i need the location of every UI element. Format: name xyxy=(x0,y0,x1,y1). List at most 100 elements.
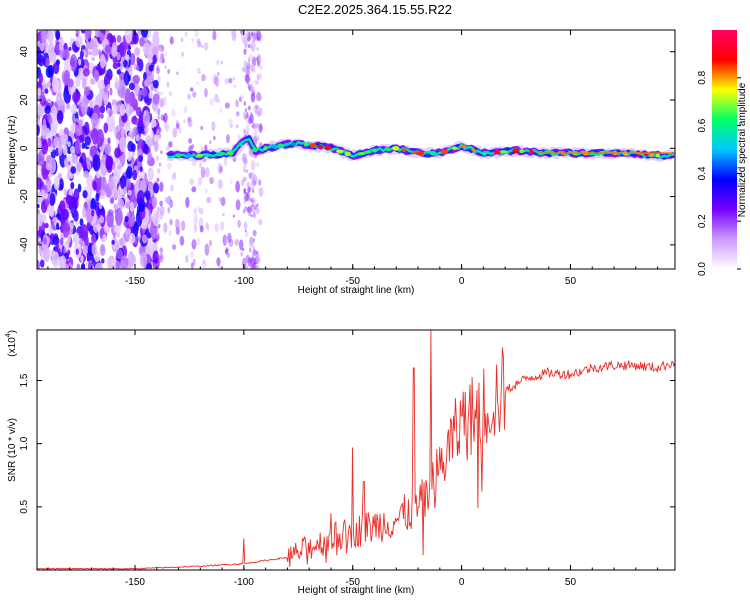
spectrogram-speckle xyxy=(189,251,195,258)
spectrogram-speckle xyxy=(109,87,113,96)
spectrogram-speckle xyxy=(160,113,164,121)
spectrogram-speckle xyxy=(50,119,58,133)
spectrogram-speckle xyxy=(120,128,125,137)
spectrogram-speckle xyxy=(156,143,160,147)
spectrogram-speckle xyxy=(148,169,155,180)
spectrogram-speckle xyxy=(247,83,251,90)
spectrogram-speckle xyxy=(135,134,140,142)
spectrogram-speckle xyxy=(112,103,118,115)
spectrogram-speckle xyxy=(127,251,135,268)
spectrogram-speckle xyxy=(103,73,111,88)
spectrogram-speckle xyxy=(46,80,52,88)
spectrogram-speckle xyxy=(94,30,101,38)
spectrogram-speckle xyxy=(212,30,217,41)
spectrogram-speckle xyxy=(44,222,49,229)
spectrogram-speckle xyxy=(244,192,249,202)
spectrogram-speckle xyxy=(76,161,82,172)
spectrogram-speckle xyxy=(247,44,251,48)
snr-x-tick-label: -50 xyxy=(346,577,361,588)
spectrogram-speckle xyxy=(242,247,245,252)
spectrogram-x-ticks: -150 -100 -50 0 50 xyxy=(47,30,659,287)
spectrogram-speckle xyxy=(138,115,144,127)
spectrogram-speckle xyxy=(58,255,67,269)
spectrogram-speckle xyxy=(42,118,47,127)
spectrogram-speckle xyxy=(246,76,251,82)
spectrogram-speckle xyxy=(193,214,198,225)
spectrogram-speckle xyxy=(204,41,209,51)
spectrogram-speckle xyxy=(243,60,248,68)
spectrogram-speckle xyxy=(129,201,135,213)
spectrogram-speckle xyxy=(136,48,140,53)
spectrogram-speckle xyxy=(256,73,260,81)
spectrogram-speckle xyxy=(63,48,70,60)
spectrogram-speckle xyxy=(80,263,86,269)
spectrogram-y-ticks: -40 -20 0 20 40 xyxy=(19,46,675,252)
spectrogram-speckle xyxy=(157,114,160,121)
spectrogram-speckle xyxy=(140,179,147,193)
spectrogram-speckle xyxy=(123,70,130,86)
spectrogram-ridge-peak xyxy=(440,149,449,154)
spectrogram-speckle xyxy=(234,238,239,246)
spectrogram-speckle xyxy=(112,62,119,70)
spectrogram-speckle xyxy=(152,79,159,89)
spectrogram-speckle xyxy=(243,187,247,195)
snr-y-tick-label: 0.5 xyxy=(19,499,30,513)
spectrogram-speckle xyxy=(258,187,264,197)
spectrogram-speckle xyxy=(253,79,258,86)
spectrogram-speckle xyxy=(256,60,260,67)
spectrogram-speckle xyxy=(115,248,124,260)
spectrogram-speckle xyxy=(200,125,204,131)
spectrogram-speckle xyxy=(125,228,131,236)
colorbar-tick-label: 0.2 xyxy=(697,214,708,228)
spectrogram-speckle xyxy=(228,77,233,84)
spectrogram-speckle xyxy=(251,32,254,37)
spectrogram-speckle xyxy=(170,109,176,118)
spectrogram-speckle xyxy=(242,208,246,214)
spectrogram-speckle xyxy=(185,196,190,208)
spectrogram-speckle xyxy=(140,251,148,268)
spectrogram-speckle xyxy=(67,164,71,170)
spectrogram-speckle xyxy=(56,92,63,107)
spectrogram-speckle xyxy=(75,248,79,255)
spectrogram-speckle xyxy=(37,137,42,151)
spectrogram-speckle xyxy=(59,200,66,213)
spectrogram-speckle xyxy=(103,122,109,134)
spectrogram-speckle xyxy=(37,237,42,243)
spectrogram-speckle xyxy=(129,53,136,66)
spectrogram-speckle xyxy=(94,262,103,269)
spectrogram-speckle xyxy=(169,36,174,45)
spectrogram-speckle xyxy=(168,141,173,148)
spectrogram-speckle xyxy=(167,69,171,74)
spectrogram-speckle xyxy=(191,239,197,250)
spectrogram-speckle xyxy=(199,161,203,169)
spectrogram-speckle xyxy=(43,236,47,245)
spectrogram-ridge-peak xyxy=(204,152,210,158)
spectrogram-speckle xyxy=(245,66,251,77)
spectrogram-speckle xyxy=(55,222,60,231)
spectrogram-speckle xyxy=(117,59,124,71)
spectrogram-speckle xyxy=(44,88,49,95)
spectrogram-speckle xyxy=(193,207,197,215)
spectrogram-ridge-peak xyxy=(655,153,660,158)
spectrogram-speckle xyxy=(146,263,153,269)
spectrogram-speckle xyxy=(156,207,160,212)
spectrogram-ridge-peak xyxy=(324,145,332,150)
spectrogram-speckle xyxy=(99,105,106,114)
spectrogram-speckle xyxy=(247,205,253,213)
spectrogram-speckle xyxy=(183,119,186,124)
spectrogram-speckle xyxy=(56,110,64,125)
spectrogram-ridge-peak xyxy=(196,153,204,158)
spectrogram-speckle xyxy=(117,238,123,251)
spectrogram-speckle xyxy=(43,246,51,263)
spectrogram-speckle xyxy=(146,138,154,148)
spectrogram-speckle xyxy=(189,178,195,186)
spectrogram-speckle xyxy=(253,211,256,219)
spectrogram-speckle xyxy=(91,112,99,127)
spectrogram-speckle xyxy=(254,104,259,110)
spectrogram-speckle xyxy=(201,258,207,269)
spectrogram-speckle xyxy=(258,218,263,226)
spectrogram-speckle xyxy=(108,109,114,116)
spectrogram-ridge-peak xyxy=(519,149,525,154)
spectrogram-speckle xyxy=(254,123,258,129)
spectrogram-speckle xyxy=(213,135,216,141)
